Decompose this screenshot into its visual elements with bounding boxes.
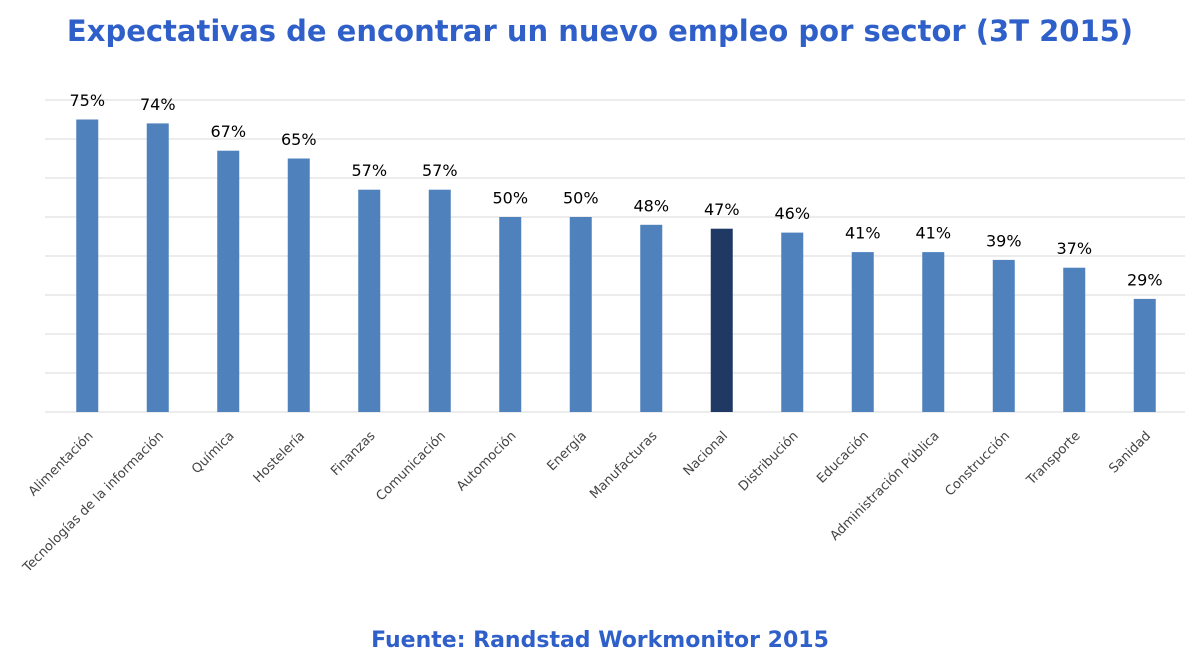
x-tick-label: Energía — [545, 429, 591, 475]
x-tick-label: Construcción — [942, 429, 1013, 500]
x-tick-label: Tecnologías de la información — [20, 429, 167, 576]
x-tick-label: Educación — [814, 429, 872, 487]
value-label: 29% — [1127, 270, 1163, 289]
x-tick-label: Nacional — [681, 429, 731, 479]
value-label: 47% — [704, 200, 740, 219]
x-tick-label: Alimentación — [26, 429, 97, 500]
bar — [287, 158, 310, 412]
x-tick-label: Automoción — [454, 429, 520, 495]
value-label: 65% — [281, 130, 317, 149]
value-label: 57% — [351, 161, 387, 180]
x-tick-label: Química — [189, 429, 237, 477]
chart-source: Fuente: Randstad Workmonitor 2015 — [371, 628, 829, 653]
x-tick-label: Hostelería — [251, 429, 308, 486]
x-tick-label: Finanzas — [328, 429, 378, 479]
bar — [781, 232, 804, 412]
bar — [1133, 298, 1156, 412]
bar — [851, 252, 874, 412]
x-tick-label: Distribución — [736, 429, 802, 495]
value-label: 50% — [563, 189, 599, 208]
value-label: 74% — [140, 95, 176, 114]
bar — [640, 224, 663, 412]
bar — [992, 259, 1015, 412]
value-label: 57% — [422, 161, 458, 180]
value-label: 67% — [210, 122, 246, 141]
bar — [358, 189, 381, 412]
bar — [1063, 267, 1086, 412]
value-label: 37% — [1056, 239, 1092, 258]
value-label: 50% — [492, 189, 528, 208]
bar — [217, 150, 240, 412]
bar — [76, 119, 99, 412]
value-label: 48% — [633, 196, 669, 215]
chart-title: Expectativas de encontrar un nuevo emple… — [67, 14, 1133, 48]
value-label: 75% — [69, 91, 105, 110]
bar — [146, 123, 169, 413]
bar — [922, 252, 945, 412]
value-label: 41% — [845, 224, 881, 243]
value-label: 41% — [915, 224, 951, 243]
x-tick-label: Transporte — [1023, 429, 1083, 489]
bar — [569, 217, 592, 412]
bar — [428, 189, 451, 412]
bar — [499, 217, 522, 412]
x-tick-label: Comunicación — [373, 429, 449, 505]
value-label: 39% — [986, 231, 1022, 250]
x-tick-label: Sanidad — [1106, 429, 1154, 477]
x-tick-label: Manufacturas — [587, 429, 661, 503]
bar — [710, 228, 733, 412]
value-label: 46% — [774, 204, 810, 223]
